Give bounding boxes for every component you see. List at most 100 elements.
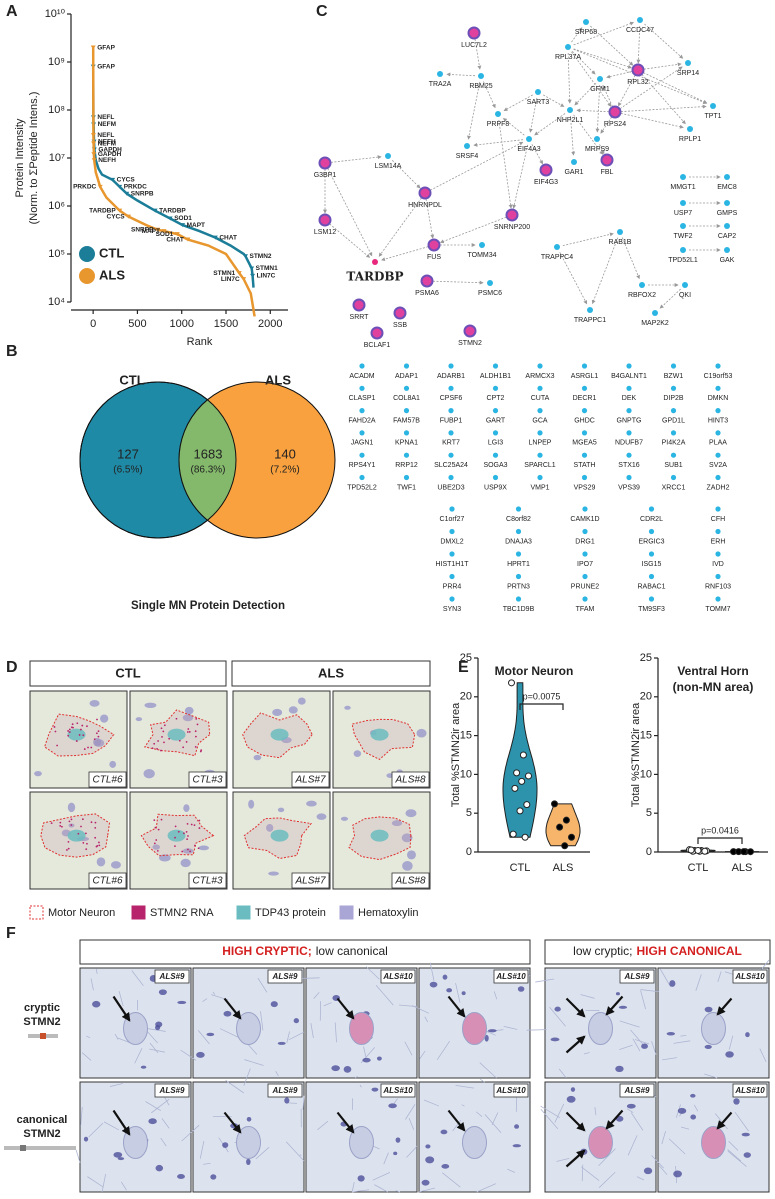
node [582,573,588,580]
nucleus [253,754,262,761]
edge [483,81,496,109]
point-label: CHAT [166,236,184,243]
node-label: CAP2 [718,233,736,240]
edge [591,237,619,305]
fiber [581,1166,600,1181]
row-label: cryptic [24,1002,60,1014]
tdp43-stain [167,829,186,842]
gene-icon-exon [20,1145,26,1151]
fiber [285,1141,305,1162]
micrograph: CTL#6 [29,690,128,789]
rna-dot [194,730,197,733]
node [359,430,365,436]
rna-dot [97,735,100,738]
node-label: TPT1 [704,113,721,120]
tile-label: ALS#9 [272,1086,298,1095]
micrograph: CTL#3 [129,690,228,789]
neuron [462,1012,487,1045]
edge [430,141,524,191]
point-marker [90,133,96,138]
point-label: LIN7C [257,273,276,280]
rna-dot [71,723,74,726]
nucleus [704,1006,713,1013]
fiber [90,978,94,991]
fiber [212,991,216,995]
nucleus [270,1001,278,1008]
rna-dot [153,842,156,845]
fiber [118,991,124,1007]
rna-dot [174,836,176,839]
data-point [687,846,695,854]
tile-label: ALS#10 [495,972,526,981]
fiber [275,1071,279,1077]
node [670,385,677,391]
edge [590,25,634,66]
nucleus [155,1164,164,1172]
arrow [716,997,733,1016]
gene-label: MGEA5 [572,440,597,447]
fiber [148,1028,166,1032]
edge [573,48,632,69]
nucleus [566,1095,576,1103]
node-label: MAP2K2 [641,320,669,327]
fiber [728,1140,739,1151]
edge [570,115,576,156]
node [724,200,730,206]
node [715,408,721,414]
edge [659,288,681,309]
gene-label: DRG1 [575,538,595,545]
gene-label: TFAM [576,606,595,613]
node [403,363,410,369]
nucleus [570,1087,576,1092]
rna-dot [85,848,88,851]
fiber [535,978,555,983]
fiber [395,1190,401,1193]
gene-label: PRUNE2 [571,583,600,590]
nucleus [67,802,76,813]
node [581,408,588,414]
nucleus [340,816,349,821]
node [463,324,477,338]
gene-label: GCA [532,417,548,424]
rna-dot [186,838,189,841]
nucleus [268,871,279,876]
rna-dot [187,728,190,730]
nucleus [733,1098,740,1105]
node [539,163,553,177]
rna-dot [56,744,59,747]
fiber [149,1048,165,1053]
fiber [680,1126,690,1130]
y-tick-label: 10 [640,768,652,780]
rna-dot [197,847,200,850]
group-header [231,660,431,687]
node-label: RPL37A [555,54,581,61]
edge [562,232,614,246]
node-label: GAK [720,257,735,264]
nucleus [357,1175,365,1182]
y-axis-label: Total %STMN2ir area [450,702,462,807]
nucleus [362,1057,371,1063]
venn-overlap [178,382,236,538]
nucleus [690,1114,697,1120]
legend-swatch [131,905,146,920]
node [495,111,501,117]
micrograph: ALS#7 [232,690,331,789]
edge [636,25,641,64]
node [648,596,655,602]
nucleus [353,750,362,758]
gene-icon [4,1146,76,1150]
node [715,385,721,391]
nucleus [743,1152,751,1158]
point-marker [97,184,103,189]
data-point [556,823,564,831]
rna-dot [82,841,85,844]
micrograph: CTL#6 [29,791,128,890]
micrograph: ALS#9 [180,967,305,1079]
rna-dot [81,724,84,727]
node [581,452,588,458]
point-label: SNRPB [131,226,154,233]
fiber [302,1095,305,1110]
fiber [727,1149,742,1162]
neuron [588,1126,613,1159]
neuron [236,1012,261,1045]
